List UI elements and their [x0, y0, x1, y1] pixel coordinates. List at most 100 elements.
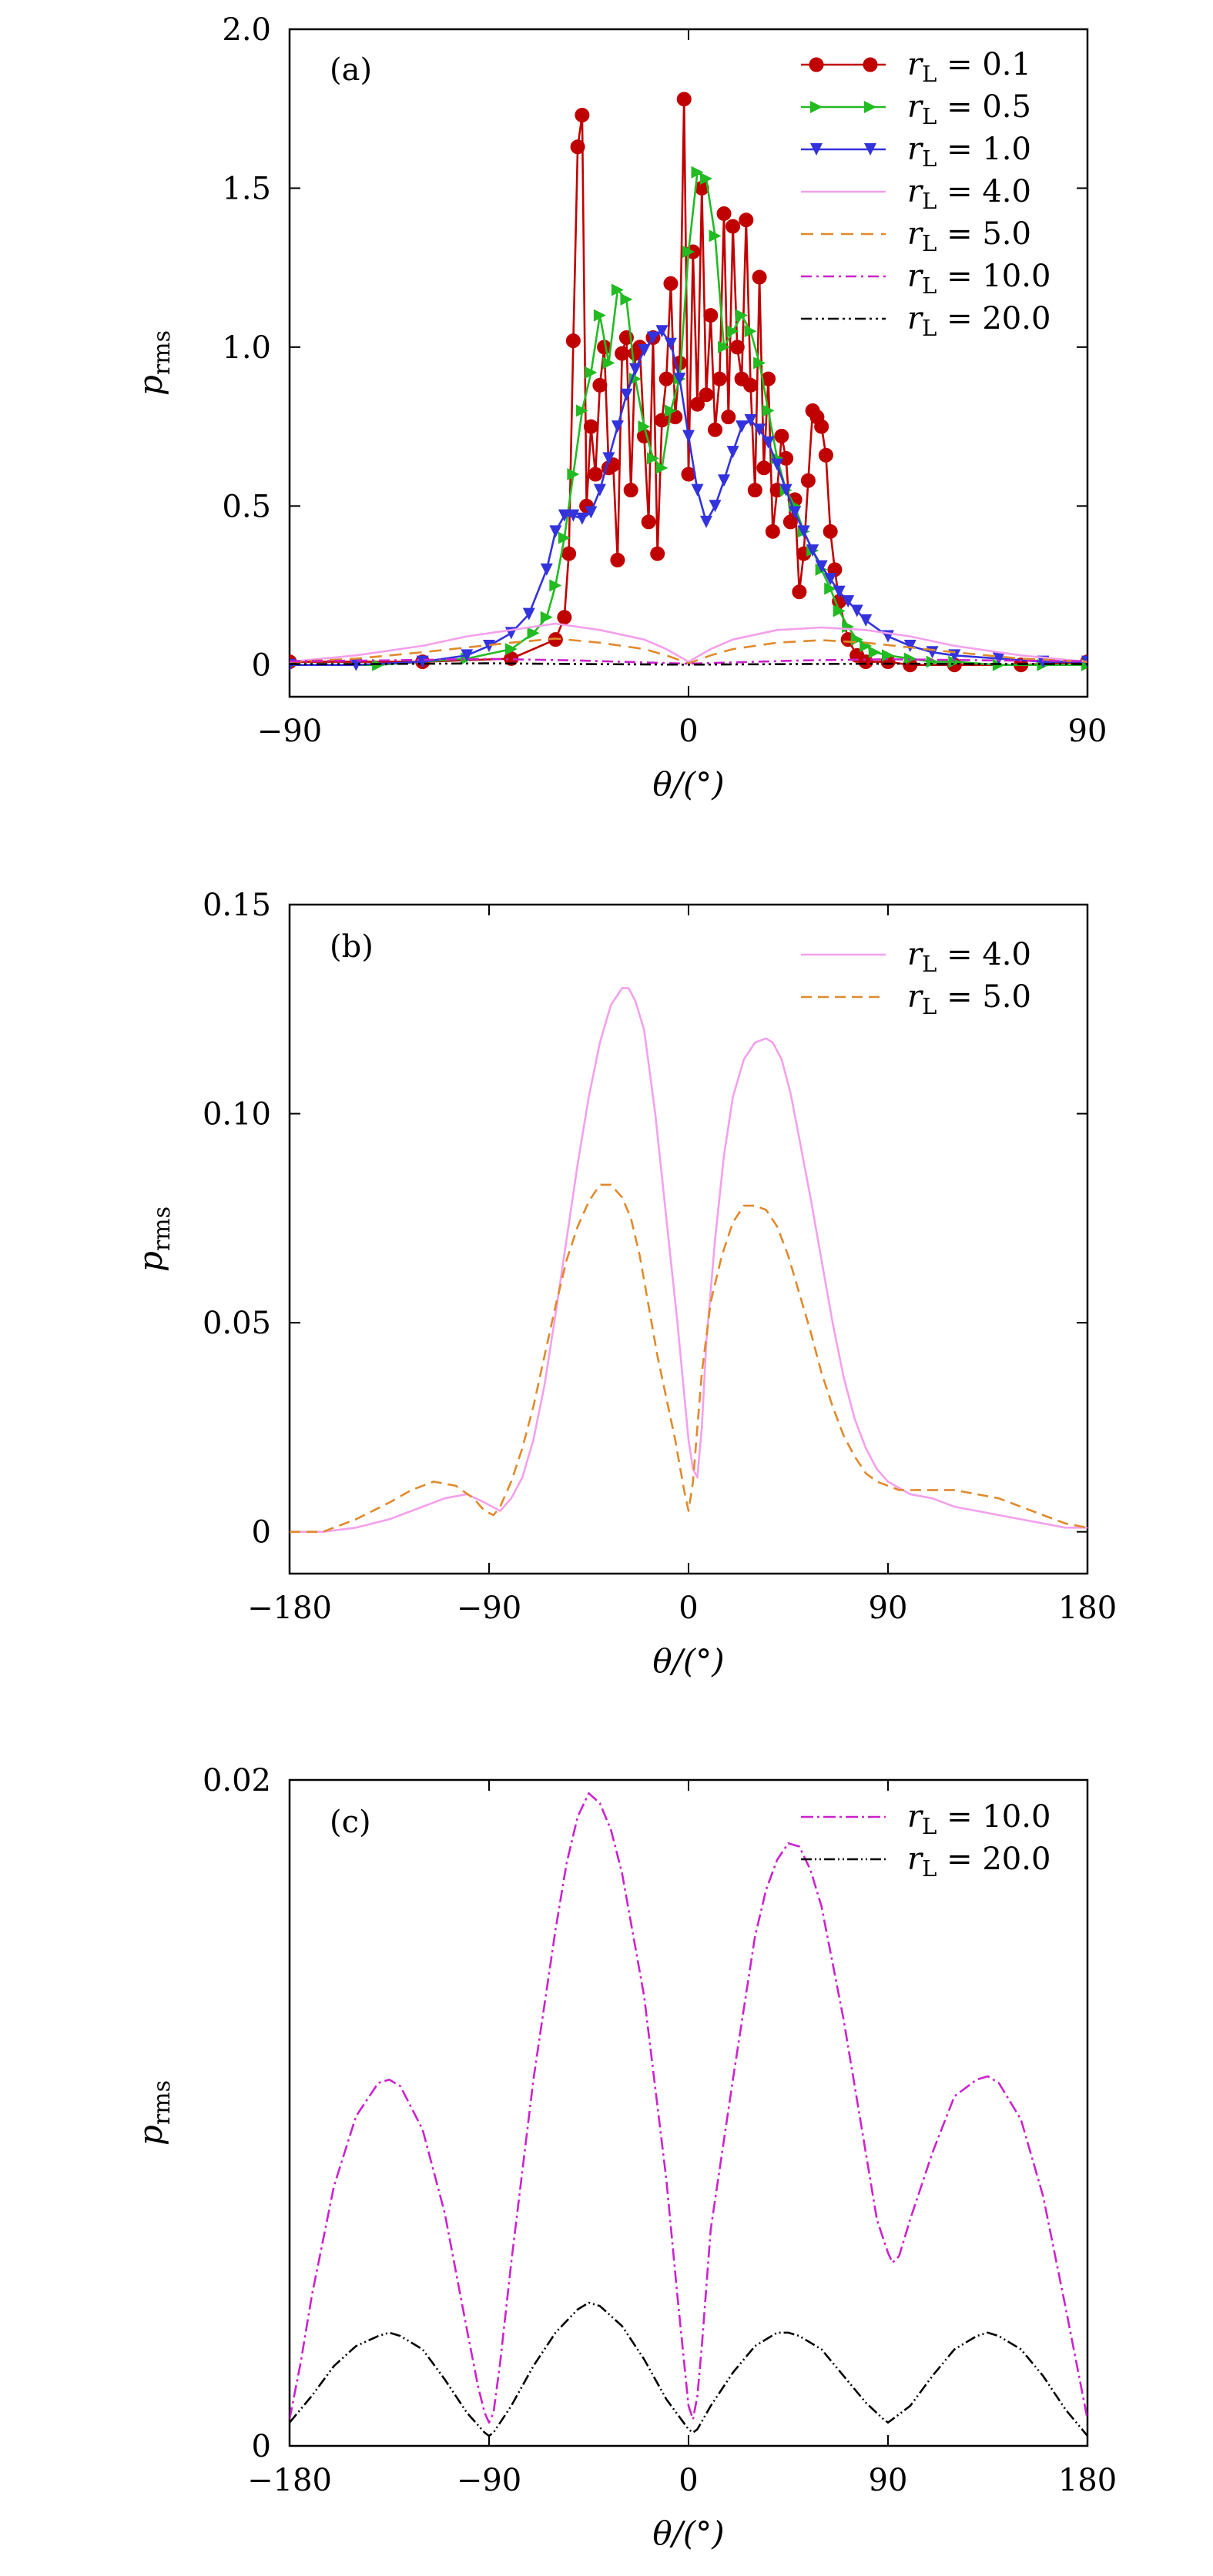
legend-marker — [810, 143, 823, 156]
data-point — [565, 333, 581, 349]
data-point — [691, 483, 704, 497]
data-point — [868, 646, 881, 659]
panel-tag: (a) — [330, 52, 372, 88]
data-point — [743, 377, 759, 393]
series-line — [290, 622, 1087, 663]
data-point — [823, 524, 838, 539]
series-line — [290, 2301, 1087, 2437]
y-tick-label: 0.02 — [203, 1763, 271, 1798]
legend-label: rL = 5.0 — [907, 979, 1031, 1019]
data-point — [709, 500, 722, 513]
data-point — [575, 107, 590, 122]
data-point — [726, 446, 739, 459]
series-line — [290, 637, 1087, 664]
legend-marker — [863, 57, 878, 72]
data-point — [797, 525, 810, 538]
data-point — [815, 560, 828, 573]
panel-tag: (b) — [330, 929, 374, 965]
data-area — [290, 92, 1087, 673]
data-point — [673, 373, 686, 386]
data-point — [774, 428, 789, 443]
data-point — [416, 655, 429, 668]
data-point — [824, 573, 837, 586]
data-point — [833, 585, 846, 598]
x-axis-label: θ/(°) — [652, 2514, 724, 2552]
data-point — [682, 430, 695, 443]
legend-label: rL = 1.0 — [907, 132, 1031, 172]
y-axis-label: prms — [132, 330, 176, 396]
data-point — [771, 458, 784, 471]
data-point — [789, 506, 802, 519]
panel-tag: (c) — [330, 1805, 371, 1840]
data-point — [850, 604, 863, 617]
legend-label: rL = 4.0 — [907, 937, 1031, 977]
data-point — [350, 658, 363, 671]
data-point — [858, 654, 873, 670]
data-point — [655, 325, 668, 338]
data-point — [792, 584, 807, 600]
data-point — [744, 413, 757, 427]
data-point — [620, 293, 633, 306]
data-point — [620, 388, 633, 401]
data-point — [882, 649, 894, 662]
plot-frame — [288, 28, 1089, 698]
data-point — [736, 309, 749, 322]
data-point — [761, 371, 776, 386]
data-point — [676, 92, 692, 107]
legend-label: rL = 10.0 — [907, 259, 1050, 299]
data-point — [650, 546, 665, 561]
data-point — [641, 514, 656, 530]
data-point — [557, 610, 572, 625]
data-point — [646, 331, 659, 344]
data-point — [628, 363, 642, 376]
data-point — [800, 473, 816, 488]
series-line — [290, 987, 1087, 1533]
legend-marker — [864, 101, 876, 113]
data-point — [859, 639, 873, 652]
data-point — [575, 512, 588, 525]
data-point — [765, 524, 780, 539]
data-point — [602, 356, 615, 370]
y-tick-label: 0.05 — [203, 1306, 271, 1341]
data-point — [638, 420, 651, 433]
data-point — [527, 627, 540, 640]
data-point — [762, 436, 775, 449]
data-point — [663, 276, 679, 291]
data-point — [833, 604, 846, 617]
data-point — [592, 377, 608, 393]
data-point — [483, 639, 495, 652]
data-point — [756, 460, 772, 476]
x-tick-label: −90 — [257, 714, 322, 749]
data-point — [593, 483, 606, 497]
data-point — [721, 410, 736, 425]
data-point — [570, 139, 585, 155]
data-point — [744, 325, 757, 338]
data-point — [588, 467, 603, 482]
data-point — [646, 452, 659, 465]
series-line — [290, 1183, 1087, 1533]
data-point — [725, 219, 741, 234]
legend: rL = 4.0rL = 5.0 — [801, 937, 1031, 1019]
data-point — [583, 419, 598, 434]
legend-label: rL = 0.5 — [907, 89, 1031, 129]
data-point — [926, 655, 939, 668]
data-point — [739, 212, 754, 228]
data-point — [700, 172, 713, 186]
data-point — [461, 649, 474, 662]
data-point — [522, 607, 535, 621]
data-point — [558, 509, 571, 522]
data-point — [638, 343, 651, 356]
data-point — [718, 340, 731, 353]
legend-label: rL = 20.0 — [907, 301, 1050, 341]
data-point — [992, 652, 1005, 665]
y-axis-label: prms — [132, 1206, 176, 1272]
data-point — [549, 579, 562, 592]
data-point — [779, 483, 792, 497]
data-point — [782, 514, 798, 530]
data-point — [729, 340, 745, 355]
x-tick-label: 180 — [1058, 1591, 1117, 1626]
plot-frame — [288, 1778, 1089, 2447]
data-point — [611, 420, 624, 433]
x-tick-label: −180 — [247, 2463, 332, 2498]
x-tick-label: 90 — [1068, 714, 1107, 749]
